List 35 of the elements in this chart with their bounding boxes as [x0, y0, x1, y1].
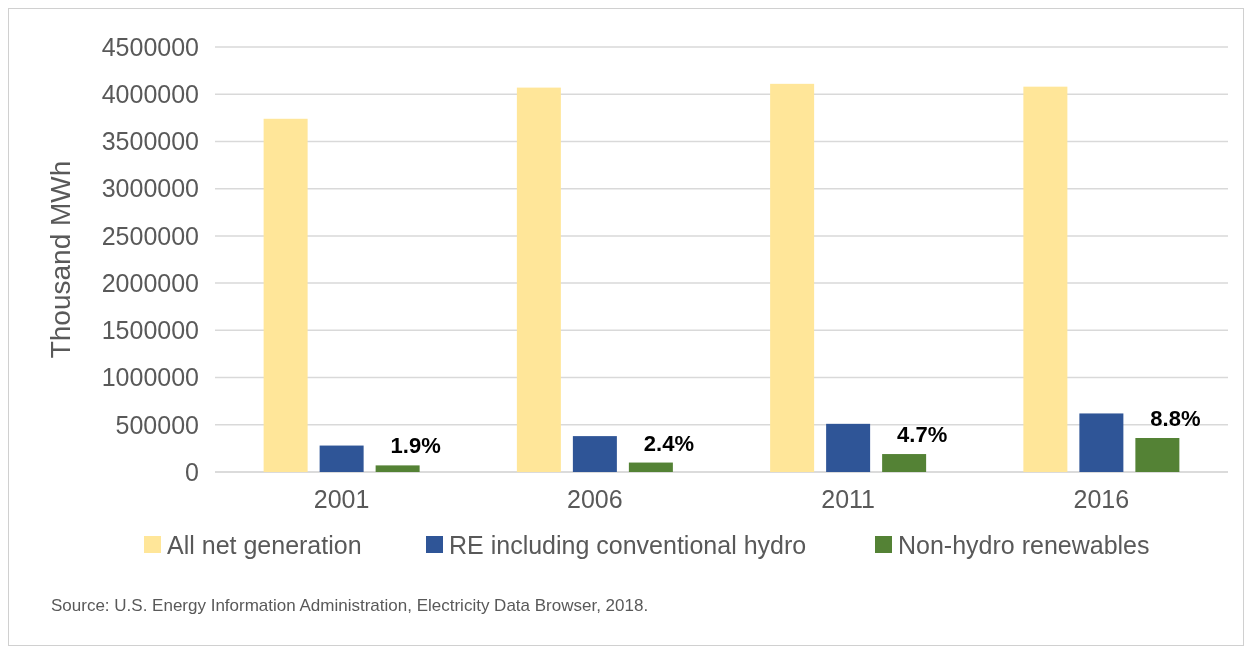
bar: [375, 465, 420, 472]
annotation: 1.9%: [390, 433, 441, 459]
bar: [1079, 413, 1124, 472]
source-note: Source: U.S. Energy Information Administration, Electricity Data Browser, 2018.: [51, 596, 649, 615]
bar: [516, 87, 561, 472]
y-tick-label: 4000000: [101, 79, 199, 108]
y-tick-label: 2000000: [101, 268, 199, 297]
bar: [882, 454, 927, 472]
bar: [263, 118, 308, 472]
x-tick-label: 2016: [1073, 485, 1130, 513]
legend-label: RE including conventional hydro: [449, 530, 807, 559]
y-tick-label: 1500000: [101, 316, 199, 345]
y-axis-title: Thousand MWh: [45, 160, 76, 359]
bar: [572, 436, 617, 472]
bar: [628, 462, 673, 472]
annotation: 8.8%: [1150, 406, 1201, 431]
annotation: 4.7%: [897, 422, 948, 448]
y-tick-label: 3000000: [101, 174, 199, 203]
annotation: 2.4%: [643, 430, 694, 456]
y-tick-label: 2500000: [101, 221, 199, 250]
bar: [1023, 86, 1068, 472]
y-tick-label: 1000000: [101, 363, 199, 392]
bar: [1135, 438, 1180, 472]
y-tick-label: 3500000: [101, 127, 199, 156]
y-tick-label: 0: [185, 457, 199, 486]
bar: [770, 83, 815, 472]
legend-label: Non-hydro renewables: [898, 530, 1150, 559]
x-tick-label: 2001: [313, 485, 370, 513]
y-tick-label: 4500000: [101, 32, 199, 61]
y-tick-label: 500000: [115, 410, 199, 439]
x-tick-label: 2011: [821, 485, 876, 513]
bar: [826, 423, 871, 472]
x-tick-label: 2006: [567, 485, 623, 513]
legend-label: All net generation: [167, 530, 362, 559]
bar: [319, 445, 364, 472]
